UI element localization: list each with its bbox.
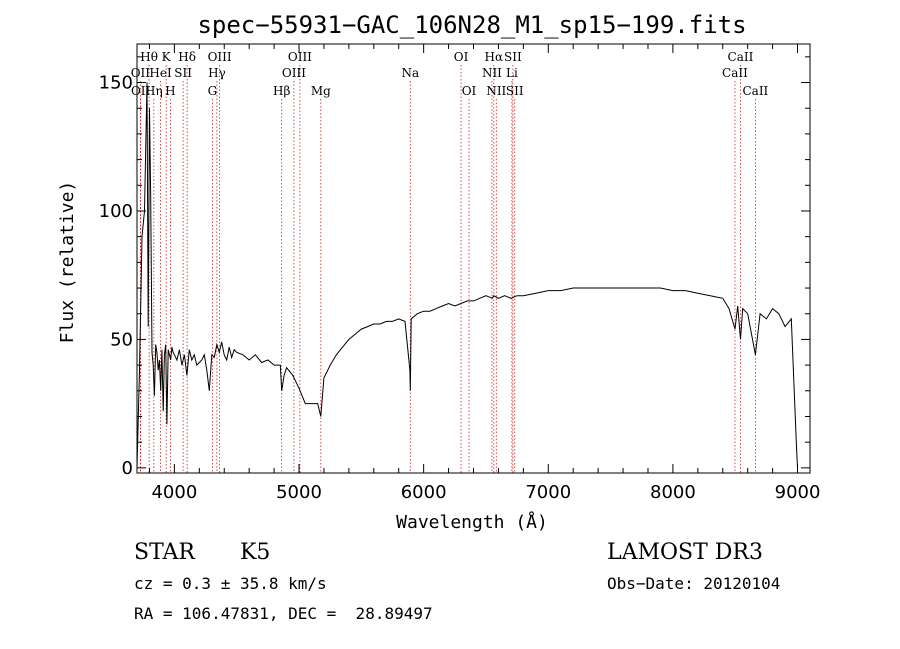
y-tick-label: 150 [99, 73, 133, 94]
x-tick-label: 5000 [276, 482, 322, 503]
line-label: Hθ [140, 50, 158, 64]
line-label: Mg [311, 84, 331, 98]
line-label: CaII [728, 50, 754, 64]
line-label: K [162, 50, 172, 64]
x-axis-ticks: 4000 5000 6000 7000 8000 9000 [148, 44, 821, 503]
sky-coordinates: RA = 106.47831, DEC = 28.89497 [134, 604, 433, 623]
line-label: Na [401, 66, 419, 80]
x-axis-label: Wavelength (Å) [396, 511, 548, 533]
object-class: STAR [134, 540, 195, 565]
line-label: HeI [149, 66, 172, 80]
survey-name: LAMOST DR3 [607, 540, 763, 565]
redshift-velocity: cz = 0.3 ± 35.8 km/s [134, 574, 327, 593]
line-label: H [165, 84, 175, 98]
line-label: OIII [282, 66, 306, 80]
emission-line-labels: HθOIIOIIHηHeIKHSIIHδGHγOIIIHβOIIIOIIIMgN… [131, 50, 769, 98]
line-label: NII [486, 84, 506, 98]
x-tick-label: 9000 [775, 482, 821, 503]
line-label: Li [506, 66, 518, 80]
line-label: OI [462, 84, 477, 98]
line-label: NII [482, 66, 502, 80]
x-tick-label: 8000 [650, 482, 696, 503]
line-label: SII [174, 66, 192, 80]
y-tick-label: 100 [99, 201, 133, 222]
emission-line-markers [139, 65, 756, 473]
line-label: OII [131, 84, 151, 98]
y-axis-label: Flux (relative) [57, 181, 78, 344]
line-label: Hβ [273, 84, 290, 98]
line-label: OIII [208, 50, 232, 64]
line-label: Hδ [178, 50, 196, 64]
y-axis-ticks: 0 50 100 150 [99, 56, 810, 479]
line-label: Hγ [208, 66, 226, 80]
y-tick-label: 0 [122, 458, 133, 479]
x-tick-label: 6000 [401, 482, 447, 503]
line-label: Hα [485, 50, 504, 64]
line-label: SII [504, 50, 522, 64]
line-label: OIII [288, 50, 312, 64]
line-label: CaII [722, 66, 748, 80]
line-label: Hη [145, 84, 163, 98]
line-label: OII [131, 66, 151, 80]
line-label: SII [506, 84, 524, 98]
x-tick-label: 7000 [525, 482, 571, 503]
x-tick-label: 4000 [151, 482, 197, 503]
spectrum-line [136, 82, 798, 468]
plot-frame [136, 43, 811, 474]
y-tick-label: 50 [110, 329, 133, 350]
line-label: OI [454, 50, 469, 64]
line-label: G [208, 84, 218, 98]
line-label: CaII [742, 84, 768, 98]
object-subclass: K5 [240, 540, 271, 565]
chart-title: spec−55931−GAC_106N28_M1_sp15−199.fits [197, 11, 746, 39]
observation-date: Obs−Date: 20120104 [607, 574, 781, 593]
